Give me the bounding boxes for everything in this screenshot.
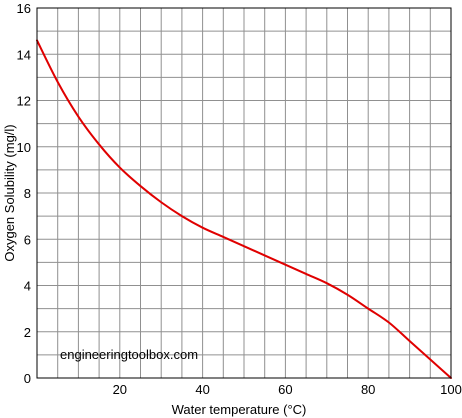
y-tick-label: 10: [17, 140, 31, 155]
y-axis-label: Oxygen Solubility (mg/l): [2, 124, 17, 261]
oxygen-solubility-line: [36, 39, 452, 379]
y-tick-label: 12: [17, 94, 31, 109]
y-tick-label: 6: [24, 232, 31, 247]
y-tick-label: 16: [17, 1, 31, 16]
x-tick-label: 20: [113, 382, 127, 397]
x-axis-label: Water temperature (°C): [172, 402, 307, 417]
x-tick-label: 40: [195, 382, 209, 397]
x-tick-label: 80: [361, 382, 375, 397]
y-tick-label: 2: [24, 325, 31, 340]
y-tick-label: 8: [24, 186, 31, 201]
x-tick-label: 100: [440, 382, 462, 397]
x-tick-label: 60: [278, 382, 292, 397]
x-tick-labels: 20 40 60 80 100: [113, 382, 462, 397]
y-tick-labels: 0 2 4 6 8 10 12 14 16: [17, 1, 31, 386]
y-tick-label: 14: [17, 47, 31, 62]
y-tick-label: 0: [24, 371, 31, 386]
y-tick-label: 4: [24, 279, 31, 294]
grid: [37, 8, 451, 378]
watermark-text: engineeringtoolbox.com: [60, 347, 198, 362]
series-layer: [36, 39, 452, 379]
plot-frame: [36, 7, 452, 379]
